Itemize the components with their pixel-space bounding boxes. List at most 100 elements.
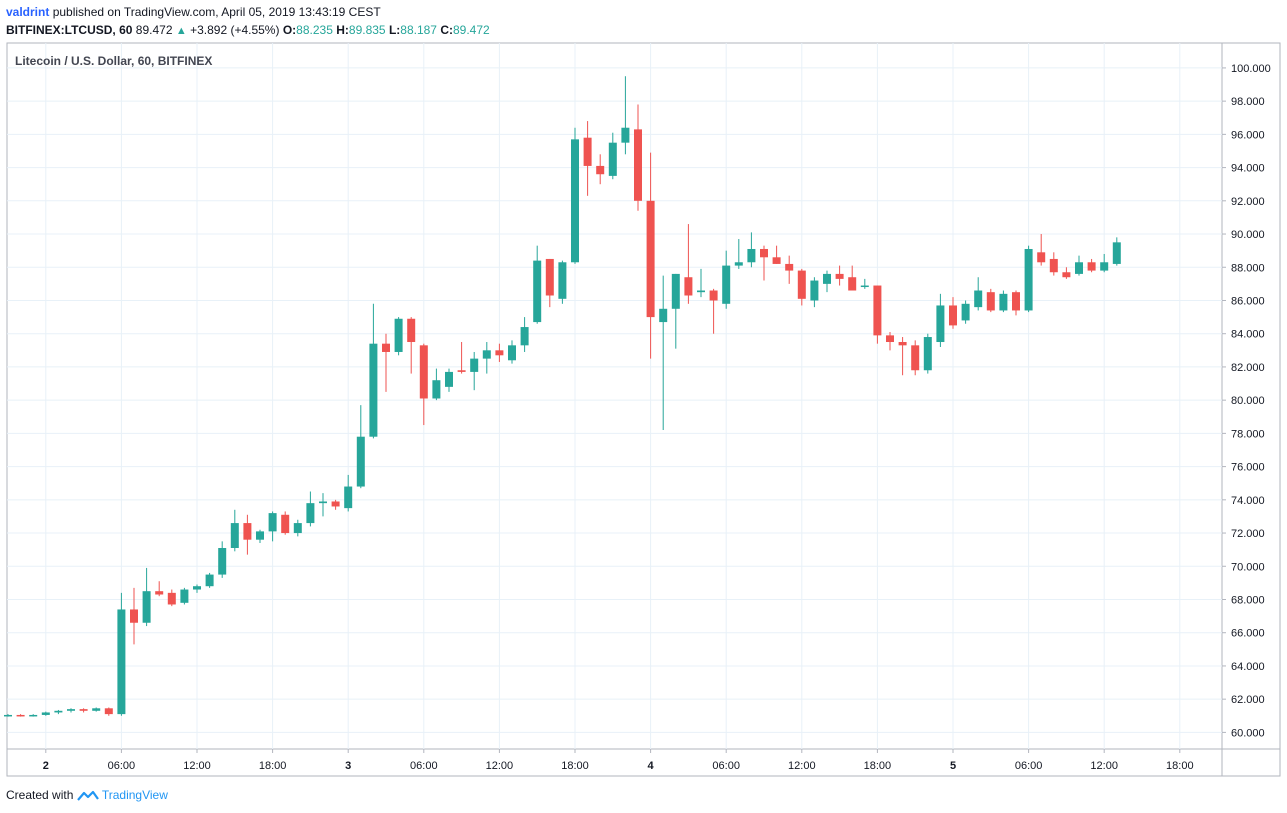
candle-body bbox=[583, 137, 592, 166]
y-tick-label: 76.000 bbox=[1231, 462, 1265, 474]
x-tick-label: 12:00 bbox=[183, 760, 211, 772]
candle bbox=[898, 337, 907, 376]
x-tick-label: 06:00 bbox=[410, 760, 438, 772]
candle bbox=[1037, 234, 1046, 266]
open-label: O: bbox=[282, 23, 297, 37]
close-value: 89.472 bbox=[452, 23, 490, 37]
candle bbox=[16, 714, 25, 717]
candle-body bbox=[457, 370, 466, 372]
candle-body bbox=[823, 273, 831, 284]
candle-body bbox=[1012, 292, 1020, 311]
y-tick-label: 88.000 bbox=[1231, 262, 1265, 274]
candle-body bbox=[671, 273, 680, 309]
candle-body bbox=[243, 523, 252, 540]
candle bbox=[671, 273, 680, 349]
candle bbox=[1024, 245, 1033, 313]
y-tick-label: 80.000 bbox=[1231, 395, 1265, 407]
candle bbox=[646, 152, 655, 359]
candle-body bbox=[41, 712, 50, 715]
x-tick-label: 12:00 bbox=[1090, 760, 1118, 772]
candle bbox=[293, 519, 302, 537]
candle-body bbox=[949, 305, 957, 326]
candle bbox=[911, 340, 920, 376]
candle bbox=[747, 232, 756, 268]
candle bbox=[1112, 237, 1121, 266]
created-with-label: Created with bbox=[6, 788, 74, 802]
candle-body bbox=[293, 523, 302, 534]
candle bbox=[684, 224, 693, 304]
candle bbox=[331, 499, 340, 510]
candle-body bbox=[67, 709, 75, 711]
chart-border bbox=[6, 42, 1281, 777]
candle-body bbox=[281, 514, 290, 534]
candle-body bbox=[1087, 262, 1096, 271]
open-value: 88.235 bbox=[296, 23, 333, 37]
candle-body bbox=[180, 589, 189, 603]
candle bbox=[407, 317, 416, 374]
candle-body bbox=[407, 318, 416, 343]
candle bbox=[886, 332, 894, 351]
candle bbox=[193, 584, 201, 593]
candle-body bbox=[142, 591, 151, 623]
last-price: 89.472 bbox=[135, 23, 173, 37]
x-tick-label: 18:00 bbox=[1166, 760, 1194, 772]
tradingview-link[interactable]: TradingView bbox=[101, 788, 168, 802]
candle bbox=[583, 121, 592, 196]
low-label: L: bbox=[388, 23, 401, 37]
candle-body bbox=[54, 710, 63, 713]
candle-body bbox=[621, 127, 630, 143]
candle-body bbox=[256, 531, 264, 540]
author-link[interactable]: valdrint bbox=[6, 5, 50, 19]
candle bbox=[558, 260, 567, 304]
candle-body bbox=[193, 586, 201, 590]
close-label: C: bbox=[440, 23, 453, 37]
candle bbox=[1087, 258, 1096, 273]
candle-body bbox=[684, 277, 693, 296]
candle bbox=[67, 708, 75, 713]
candle bbox=[659, 275, 668, 431]
candle-body bbox=[697, 290, 705, 293]
symbol-name: BITFINEX:LTCUSD, 60 bbox=[6, 23, 133, 37]
candle-body bbox=[268, 513, 277, 532]
candle-body bbox=[785, 263, 794, 271]
candle-body bbox=[886, 335, 894, 343]
candle bbox=[873, 285, 882, 344]
candle-body bbox=[104, 708, 113, 715]
candle-body bbox=[999, 293, 1008, 311]
x-tick-label: 5 bbox=[950, 760, 956, 772]
candle-body bbox=[986, 292, 995, 311]
candle-body bbox=[646, 200, 655, 318]
candle-body bbox=[634, 129, 642, 201]
candle-body bbox=[344, 486, 353, 509]
publish-line: valdrint published on TradingView.com, A… bbox=[6, 5, 381, 19]
candle bbox=[155, 581, 164, 597]
x-tick-label: 4 bbox=[648, 760, 655, 772]
candle-body bbox=[331, 501, 340, 507]
publish-info: published on TradingView.com, April 05, … bbox=[52, 5, 381, 19]
candle-body bbox=[1112, 242, 1121, 264]
price-change: +3.892 (+4.55%) bbox=[190, 23, 280, 37]
candle-body bbox=[482, 350, 491, 359]
candle bbox=[810, 277, 819, 308]
candle bbox=[457, 342, 466, 374]
candle bbox=[29, 714, 38, 717]
y-tick-label: 74.000 bbox=[1231, 495, 1265, 507]
candle bbox=[142, 567, 151, 627]
candle bbox=[495, 343, 504, 362]
candle bbox=[936, 293, 945, 347]
candle bbox=[634, 104, 642, 211]
y-tick-label: 92.000 bbox=[1231, 196, 1265, 208]
candle bbox=[986, 288, 995, 313]
y-tick-label: 94.000 bbox=[1231, 163, 1265, 175]
candle bbox=[281, 511, 290, 535]
candle-body bbox=[218, 547, 227, 575]
candle bbox=[961, 300, 970, 324]
y-tick-label: 64.000 bbox=[1231, 661, 1265, 673]
candle bbox=[369, 303, 378, 439]
candle-body bbox=[533, 260, 542, 323]
candle-body bbox=[596, 165, 605, 175]
candle-body bbox=[319, 501, 327, 504]
candle bbox=[180, 587, 189, 605]
candle bbox=[482, 342, 491, 374]
